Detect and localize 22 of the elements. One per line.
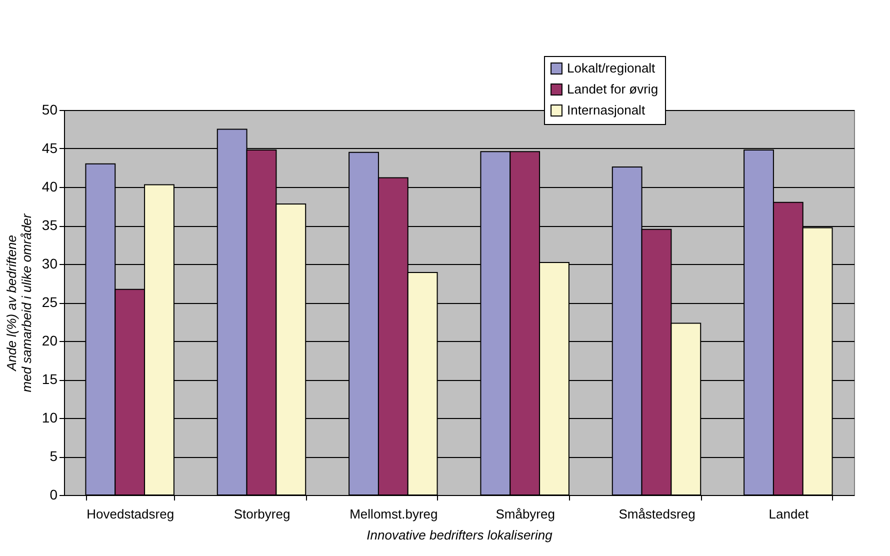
x-tick-label: Småbyreg [496,506,555,522]
y-tick-label: 35 [42,217,58,233]
y-tick-label: 30 [42,256,58,272]
y-tick-label: 45 [42,140,58,156]
y-tick-label: 5 [50,448,58,464]
x-tick-label: Småstedsreg [618,506,696,522]
legend-label: Lokalt/regionalt [567,60,656,76]
y-tick-label: 10 [42,410,58,426]
x-tick-label: Hovedstadsreg [86,506,174,522]
y-tick-label: 20 [42,332,58,348]
y-tick-label: 25 [42,294,58,310]
legend-label: Internasjonalt [567,102,646,118]
x-tick-label: Landet [768,506,809,522]
y-axis-title: Ande l(%) av bedriftene med samarbeid i ulike områder [4,213,34,392]
y-tick-label: 0 [50,486,58,502]
x-axis-title: Innovative bedrifters lokalisering [366,528,554,542]
x-tick-label: Mellomst.byreg [350,506,438,522]
y-tick-label: 50 [42,102,58,118]
y-tick-label: 40 [42,178,58,194]
legend-label: Landet for øvrig [567,82,658,96]
x-tick-label: Storbyreg [234,506,290,522]
y-tick-label: 15 [42,371,58,387]
